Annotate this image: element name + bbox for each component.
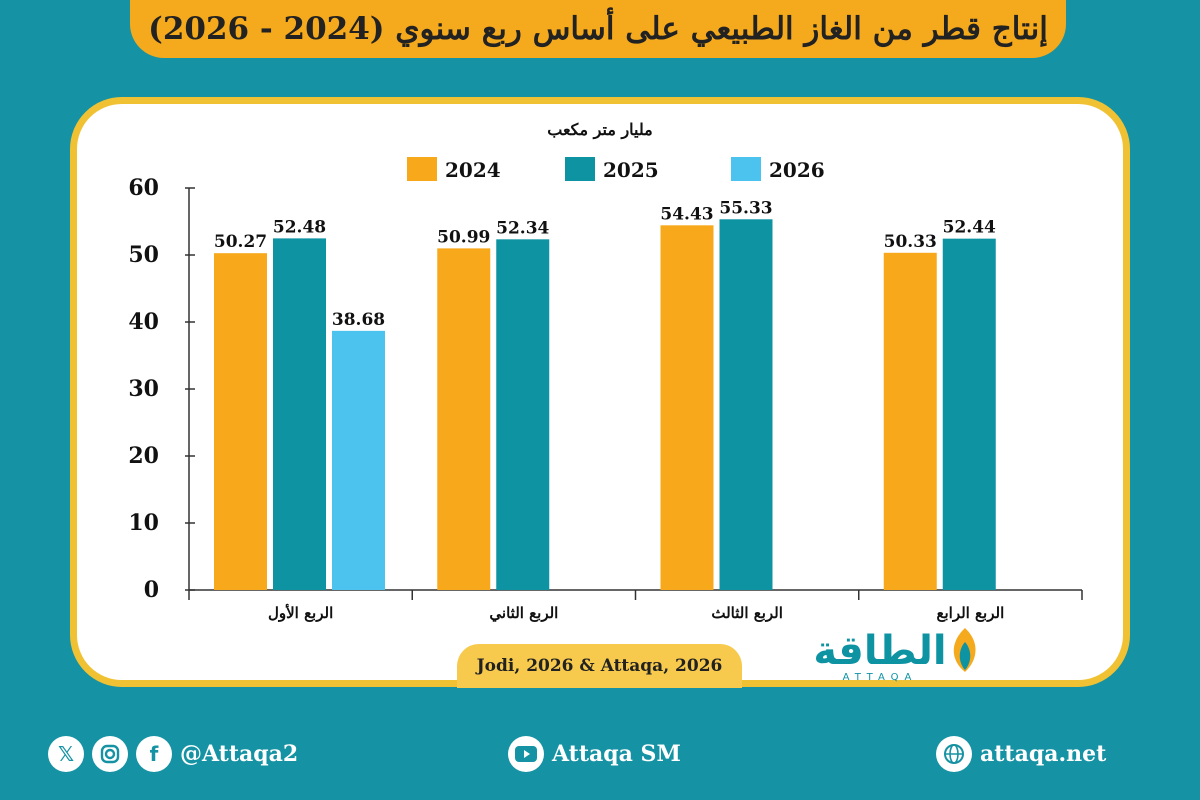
data-label: 52.48 — [273, 217, 326, 237]
legend-swatch-2025 — [565, 157, 595, 181]
youtube-footer: Attaqa SM — [508, 732, 681, 776]
data-label: 50.99 — [437, 227, 490, 247]
instagram-icon[interactable] — [92, 736, 128, 772]
legend-label-2025: 2025 — [603, 158, 659, 182]
y-tick-label: 20 — [128, 443, 159, 469]
x-category-label: الربع الثاني — [489, 604, 558, 623]
legend-swatch-2026 — [731, 157, 761, 181]
bar-2024 — [883, 252, 937, 590]
y-tick-label: 0 — [144, 577, 159, 603]
data-label: 50.33 — [884, 232, 937, 252]
title-banner: إنتاج قطر من الغاز الطبيعي على أساس ربع … — [130, 0, 1066, 58]
legend-swatch-2024 — [407, 157, 437, 181]
y-tick-label: 40 — [128, 309, 159, 335]
bar-2025 — [942, 238, 996, 591]
x-category-label: الربع الرابع — [937, 604, 1005, 622]
website-url[interactable]: attaqa.net — [980, 741, 1107, 767]
globe-icon[interactable] — [936, 736, 972, 772]
bar-2025 — [496, 239, 550, 590]
social-footer: 𝕏 f @Attaqa2 — [48, 732, 298, 776]
chart-card: مليار متر مكعب 2024 2025 2026 0 10 20 30 40 50 60 5… — [70, 97, 1130, 687]
legend-label-2024: 2024 — [445, 158, 501, 182]
y-axis-unit: مليار متر مكعب — [547, 120, 653, 140]
chart-title: إنتاج قطر من الغاز الطبيعي على أساس ربع … — [148, 11, 1048, 47]
data-label: 50.27 — [214, 232, 267, 252]
x-category-label: الربع الثالث — [711, 604, 783, 622]
data-label: 38.68 — [332, 310, 385, 330]
source-badge: Jodi, 2026 & Attaqa, 2026 — [457, 644, 742, 688]
facebook-icon[interactable]: f — [136, 736, 172, 772]
bar-2024 — [437, 248, 491, 590]
x-category-label: الربع الأول — [268, 603, 333, 622]
x-icon[interactable]: 𝕏 — [48, 736, 84, 772]
source-text: Jodi, 2026 & Attaqa, 2026 — [476, 656, 723, 676]
logo-subtext: ATTAQA — [843, 672, 918, 682]
website-footer: attaqa.net — [936, 732, 1106, 776]
legend-label-2026: 2026 — [769, 158, 825, 182]
y-tick-label: 10 — [128, 510, 159, 536]
bar-2025 — [719, 219, 773, 590]
data-label: 52.34 — [496, 218, 549, 238]
bar-chart: مليار متر مكعب 2024 2025 2026 0 10 20 30 40 50 60 5… — [128, 120, 1083, 623]
bar-2024 — [660, 225, 714, 590]
bar-2025 — [273, 238, 326, 590]
data-label: 55.33 — [719, 198, 772, 218]
y-tick-label: 60 — [128, 175, 159, 201]
bar-2026 — [332, 330, 385, 590]
data-label: 54.43 — [660, 204, 713, 224]
y-tick-label: 30 — [128, 376, 159, 402]
social-handle[interactable]: @Attaqa2 — [180, 741, 299, 767]
y-tick-label: 50 — [128, 242, 159, 268]
bar-2024 — [214, 253, 267, 591]
logo-text: الطاقة — [813, 628, 946, 674]
youtube-icon[interactable] — [508, 736, 544, 772]
data-label: 52.44 — [943, 218, 996, 238]
attaqa-logo: الطاقة ATTAQA — [813, 628, 976, 682]
youtube-channel[interactable]: Attaqa SM — [552, 741, 681, 767]
